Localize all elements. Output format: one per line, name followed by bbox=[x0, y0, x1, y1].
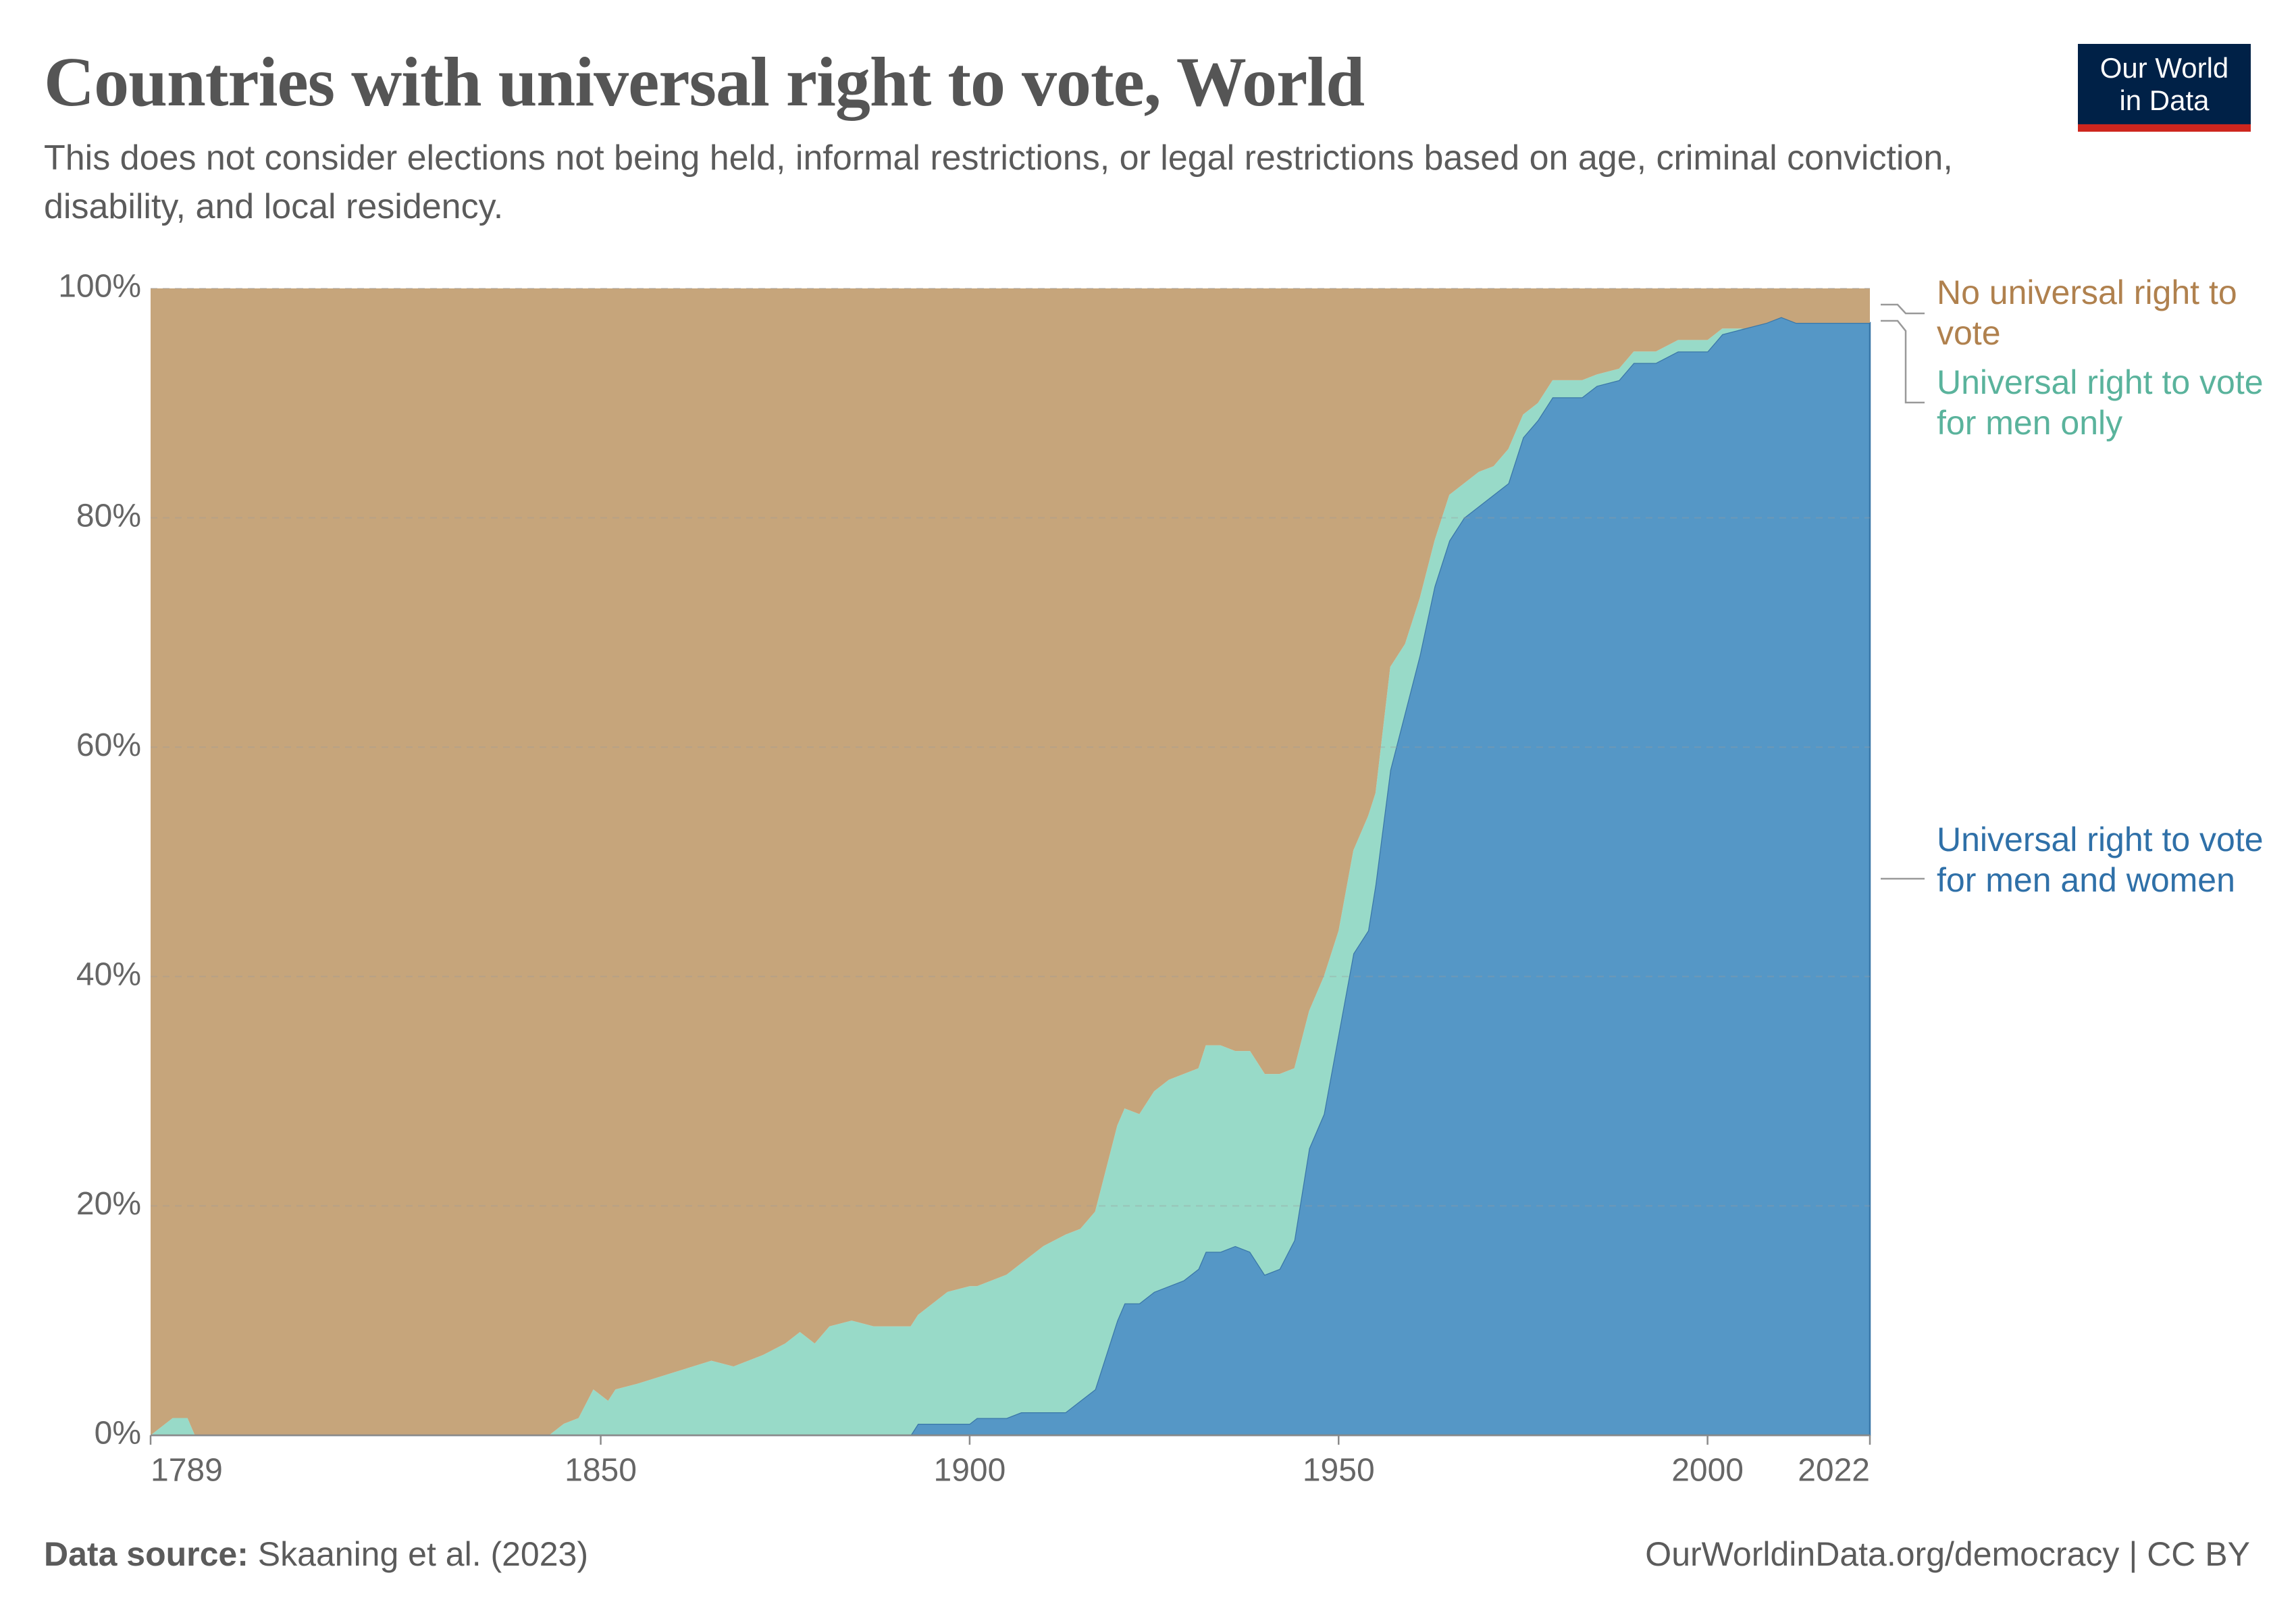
y-tick-label: 80% bbox=[76, 498, 141, 534]
areas bbox=[151, 288, 1871, 1437]
axes: 0% 20% 40% 60% 80% 100% 1789 1850 1900 1950 2000 20… bbox=[58, 269, 1871, 1489]
x-tick-label: 1900 bbox=[934, 1453, 1006, 1489]
chart-subtitle: This does not consider elections not bei… bbox=[44, 138, 1953, 226]
credit[interactable]: OurWorldinData.org/democracy | CC BY bbox=[1645, 1535, 2250, 1573]
source-text: Skaaning et al. (2023) bbox=[257, 1535, 589, 1573]
x-tick-label: 1950 bbox=[1303, 1453, 1375, 1489]
x-tick-label: 1850 bbox=[565, 1453, 637, 1489]
legend-label: Universal right to vote for men and wome… bbox=[1937, 821, 2264, 899]
legend-label: No universal right to vote bbox=[1937, 274, 2237, 352]
x-tick-label: 2022 bbox=[1798, 1453, 1870, 1489]
y-tick-label: 0% bbox=[95, 1416, 141, 1451]
y-tick-label: 100% bbox=[58, 269, 141, 305]
chart-title: Countries with universal right to vote, … bbox=[44, 43, 1365, 121]
x-tick-label: 2000 bbox=[1671, 1453, 1744, 1489]
y-tick-label: 60% bbox=[76, 727, 141, 763]
source-label: Data source: bbox=[44, 1535, 249, 1573]
x-tick-label: 1789 bbox=[151, 1453, 223, 1489]
legend-label: Universal right to vote for men only bbox=[1937, 363, 2264, 442]
legend-connector bbox=[1881, 319, 1925, 404]
source: Data source: Skaaning et al. (2023) bbox=[44, 1535, 588, 1574]
logo[interactable]: Our World in Data bbox=[2078, 44, 2251, 132]
y-tick-label: 40% bbox=[76, 956, 141, 992]
legend-connector bbox=[1881, 303, 1925, 315]
area bbox=[151, 288, 1870, 1435]
y-tick-label: 20% bbox=[76, 1186, 141, 1222]
